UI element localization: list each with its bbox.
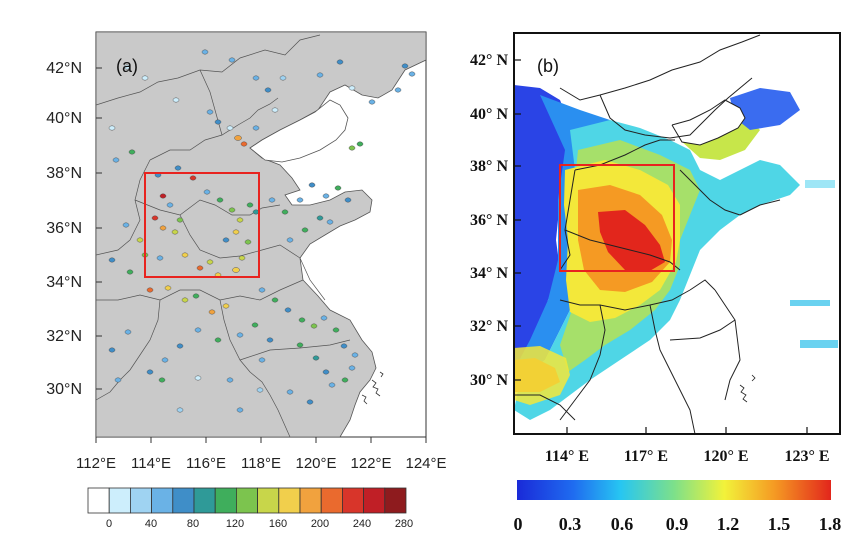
panel-b-map: (b) 42° N 40° N 38° N 36° N 34° N 32° N … xyxy=(470,32,842,534)
panel-b-lon-label: 120° E xyxy=(703,448,748,465)
panel-b-lon-ticks xyxy=(566,427,808,434)
panel-a-lat-label: 36°N xyxy=(46,220,82,237)
panel-a-lon-label: 112°E xyxy=(76,455,116,472)
panel-b-lat-ticks xyxy=(514,59,521,381)
panel-a-lon-label: 124°E xyxy=(405,455,446,472)
panel-a-colorbar-label: 40 xyxy=(145,518,157,530)
panel-a-colorbar-label: 200 xyxy=(311,518,329,530)
panel-b-border xyxy=(513,32,841,435)
panel-a-colorbar-swatch xyxy=(129,487,152,514)
panel-b-lat-label: 36° N xyxy=(470,212,508,229)
panel-a-lat-label: 34°N xyxy=(46,274,82,291)
panel-b-colorbar-label: 0.3 xyxy=(559,514,582,534)
panel-b-bohai-sea xyxy=(672,100,745,145)
panel-a-lat-label: 40°N xyxy=(46,110,82,127)
panel-a-lon-label: 120°E xyxy=(295,455,336,472)
panel-a-colorbar-label: 240 xyxy=(353,518,371,530)
panel-a-colorbar-swatch xyxy=(214,487,237,514)
panel-b-highlight-box xyxy=(559,164,675,272)
panel-b-colorbar-label: 1.8 xyxy=(819,514,842,534)
panel-a-colorbar-label: 280 xyxy=(395,518,413,530)
panel-b-field-southwest-halo xyxy=(514,346,570,405)
panel-a-lon-ticks xyxy=(95,437,427,443)
panel-a-map: (a) 42°N 40°N 38°N 36°N 34°N 32°N 30°N xyxy=(46,31,447,530)
panel-a-lat-ticks xyxy=(96,67,102,390)
panel-a-stations xyxy=(108,49,416,413)
panel-b-lat-label: 30° N xyxy=(470,372,508,389)
panel-a-lat-label: 38°N xyxy=(46,165,82,182)
panel-a-colorbar-swatch xyxy=(151,487,174,514)
panel-b-east-streaks xyxy=(790,180,838,348)
panel-b-lat-label: 34° N xyxy=(470,265,508,282)
panel-b-label: (b) xyxy=(537,56,559,76)
panel-a-colorbar-swatch xyxy=(193,487,216,514)
panel-b-colorbar-label: 0.9 xyxy=(666,514,689,534)
panel-a-colorbar-swatch xyxy=(299,487,322,514)
panel-a-colorbar-swatch xyxy=(341,487,364,514)
panel-a-colorbar-swatch xyxy=(257,487,280,514)
panel-a-lon-label: 116°E xyxy=(186,455,226,472)
panel-a-colorbar xyxy=(87,487,407,514)
panel-a-bohai-sea xyxy=(249,99,349,163)
panel-b-colorbar xyxy=(517,480,831,500)
panel-a-colorbar-swatch xyxy=(172,487,195,514)
panel-a-colorbar-swatch xyxy=(87,487,110,514)
panel-a-colorbar-swatch xyxy=(363,487,386,514)
panel-b-coast-islands xyxy=(739,374,756,403)
panel-b-lon-label: 114° E xyxy=(545,448,589,465)
panel-b-field-red xyxy=(598,210,665,272)
panel-b-east-sea xyxy=(700,195,840,434)
panel-b-colorbar-label: 1.2 xyxy=(717,514,740,534)
panel-a-colorbar-label: 0 xyxy=(106,518,112,530)
panel-a-colorbar-swatch xyxy=(320,487,343,514)
panel-b-coastline xyxy=(671,99,781,401)
panel-b-colorbar-label: 1.5 xyxy=(768,514,791,534)
panel-a-label: (a) xyxy=(116,56,138,76)
panel-a-coast-islands xyxy=(361,371,384,405)
panel-a-lat-label: 32°N xyxy=(46,328,82,345)
panel-a-colorbar-swatch xyxy=(108,487,131,514)
panel-a-lon-label: 122°E xyxy=(350,455,391,472)
panel-b-field-low xyxy=(514,85,572,370)
panel-b-lat-label: 42° N xyxy=(470,52,508,69)
panel-a-lon-label: 114°E xyxy=(131,455,171,472)
panel-b-lat-label: 38° N xyxy=(470,158,508,175)
panel-b-lat-label: 32° N xyxy=(470,318,508,335)
panel-b-lat-label: 40° N xyxy=(470,106,508,123)
panel-a-land xyxy=(96,32,426,437)
panel-b-lon-label: 117° E xyxy=(624,448,668,465)
panel-a-lat-label: 30°N xyxy=(46,381,82,398)
panel-b-colorbar-label: 0 xyxy=(514,514,523,534)
panel-a-colorbar-swatch xyxy=(235,487,258,514)
panel-b-field-north xyxy=(680,120,760,160)
panel-a-colorbar-label: 160 xyxy=(269,518,287,530)
panel-a-colorbar-label: 80 xyxy=(187,518,199,530)
panel-b-field-northeast xyxy=(730,88,800,130)
panel-a-highlight-box xyxy=(144,172,260,278)
panel-b-field-mid xyxy=(514,95,610,380)
panel-a-colorbar-label: 120 xyxy=(226,518,244,530)
panel-a-lon-label: 118°E xyxy=(241,455,281,472)
panel-b-lon-label: 123° E xyxy=(784,448,829,465)
panel-a-lat-label: 42°N xyxy=(46,60,82,77)
panel-a-colorbar-swatch xyxy=(384,487,407,514)
panel-b-colorbar-label: 0.6 xyxy=(611,514,634,534)
panel-a-colorbar-swatch xyxy=(278,487,301,514)
